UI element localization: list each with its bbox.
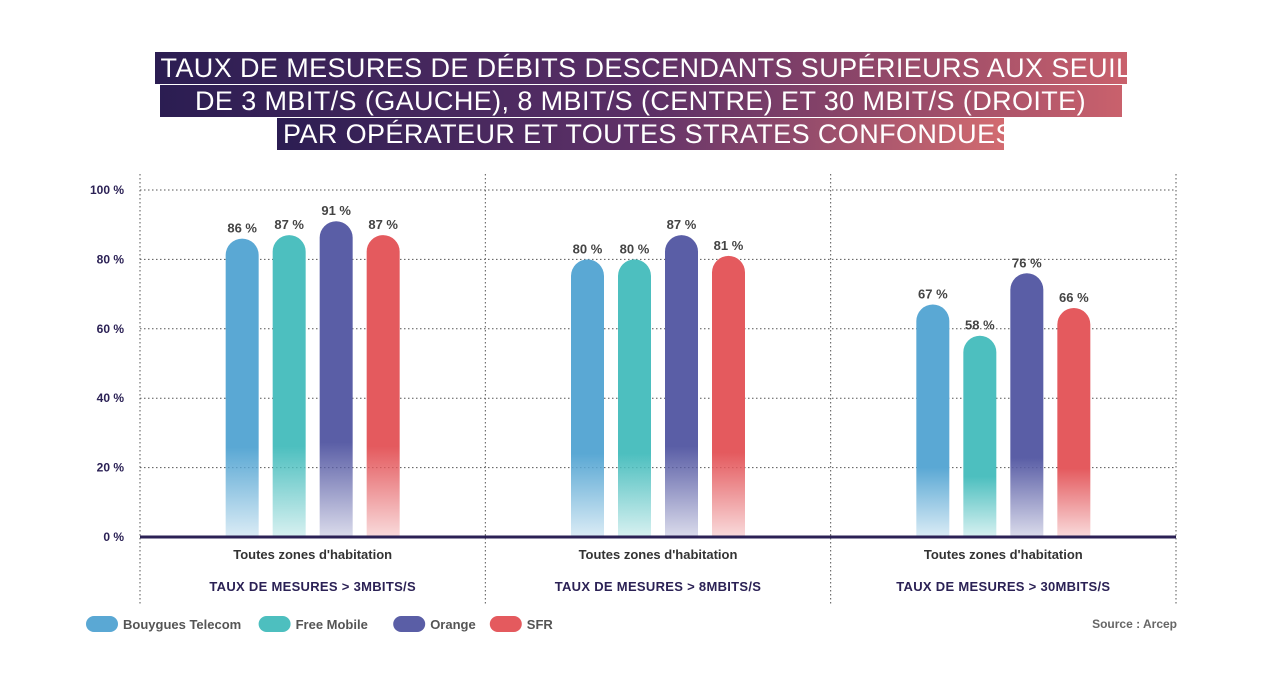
bar-bouygues-telecom <box>571 259 604 537</box>
bar-orange <box>665 235 698 538</box>
y-tick-label: 0 % <box>103 530 124 544</box>
data-label: 87 % <box>274 217 304 232</box>
bar-free-mobile <box>618 259 651 537</box>
data-label: 86 % <box>227 221 257 236</box>
bar-free-mobile <box>272 235 306 538</box>
group-subtitle: TAUX DE MESURES > 30MBITS/S <box>896 579 1110 594</box>
legend-swatch-bouygues-telecom <box>86 616 118 632</box>
y-tick-label: 20 % <box>97 461 125 475</box>
legend-swatch-orange <box>393 616 426 632</box>
data-label: 76 % <box>1012 255 1042 270</box>
source-note: Source : Arcep <box>1092 617 1177 631</box>
data-label: 66 % <box>1059 290 1089 305</box>
category-label: Toutes zones d'habitation <box>924 547 1083 562</box>
category-label: Toutes zones d'habitation <box>579 547 738 562</box>
chart-title-line-2: DE 3 MBIT/S (GAUCHE), 8 MBIT/S (CENTRE) … <box>159 85 1122 117</box>
data-label: 80 % <box>620 241 650 256</box>
legend-swatch-free-mobile <box>258 616 291 632</box>
data-label: 91 % <box>321 203 351 218</box>
bar-sfr <box>712 255 745 537</box>
chart-title-line-3: PAR OPÉRATEUR ET TOUTES STRATES CONFONDU… <box>277 118 1014 150</box>
legend-label: SFR <box>527 617 554 632</box>
y-tick-label: 100 % <box>90 183 124 197</box>
data-label: 80 % <box>573 241 603 256</box>
bar-orange <box>319 221 353 538</box>
group-subtitle: TAUX DE MESURES > 8MBITS/S <box>555 579 762 594</box>
bar-sfr <box>1057 307 1091 537</box>
data-label: 67 % <box>918 287 948 302</box>
y-tick-label: 80 % <box>97 252 125 266</box>
legend-swatch-sfr <box>489 616 522 632</box>
bar-bouygues-telecom <box>916 304 950 537</box>
data-label: 58 % <box>965 318 995 333</box>
legend-label: Free Mobile <box>296 617 368 632</box>
group-subtitle: TAUX DE MESURES > 3MBITS/S <box>209 579 416 594</box>
y-tick-label: 60 % <box>97 322 125 336</box>
bar-orange <box>1010 273 1044 537</box>
data-label: 81 % <box>714 238 744 253</box>
category-label: Toutes zones d'habitation <box>233 547 392 562</box>
data-label: 87 % <box>368 217 398 232</box>
bar-bouygues-telecom <box>225 238 259 537</box>
bar-free-mobile <box>963 335 997 537</box>
bar-sfr <box>366 235 400 538</box>
legend-label: Bouygues Telecom <box>123 617 241 632</box>
y-tick-label: 40 % <box>97 391 125 405</box>
chart-title: TAUX DE MESURES DE DÉBITS DESCENDANTS SU… <box>0 52 1281 151</box>
data-label: 87 % <box>667 217 697 232</box>
chart-title-line-1: TAUX DE MESURES DE DÉBITS DESCENDANTS SU… <box>154 52 1149 84</box>
legend-label: Orange <box>430 617 476 632</box>
